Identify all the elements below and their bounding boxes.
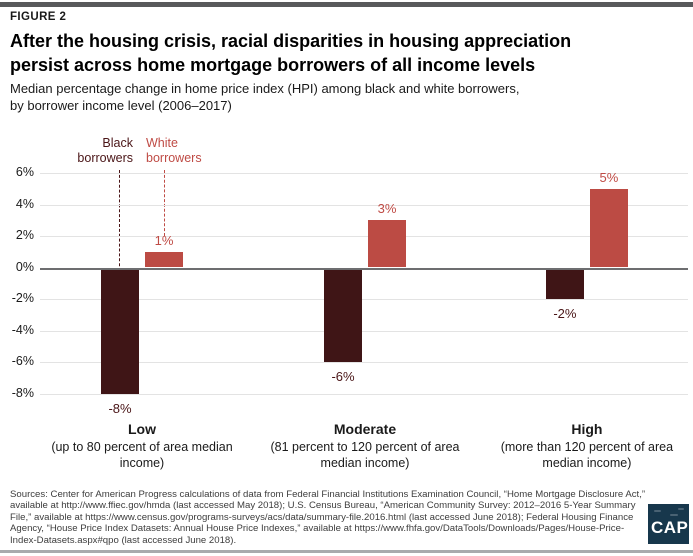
gridline (40, 299, 688, 301)
category-description: (81 percent to 120 percent of area media… (270, 440, 460, 470)
logo-fish-icon (654, 510, 661, 512)
value-label-black-borrowers-moderate: -6% (331, 369, 355, 385)
category-label-low: Low (up to 80 percent of area median inco… (36, 421, 248, 471)
zero-axis-line (40, 267, 688, 270)
chart-title: After the housing crisis, racial dispari… (10, 29, 571, 77)
gridline (40, 394, 688, 395)
legend-white-line-2: borrowers (146, 151, 202, 165)
bar-black-borrowers-moderate (324, 269, 362, 363)
bar-white-borrowers-low (145, 251, 183, 267)
value-label-white-borrowers-moderate: 3% (377, 201, 397, 217)
chart-title-line-1: After the housing crisis, racial dispari… (10, 31, 572, 51)
legend-white-borrowers: White borrowers (146, 136, 251, 166)
figure-label: FIGURE 2 (10, 11, 67, 23)
category-name: Moderate (333, 421, 397, 437)
y-tick-label: 2% (15, 228, 34, 243)
legend-black-line-2: borrowers (77, 151, 133, 165)
gridline (40, 173, 688, 174)
gridline (40, 204, 688, 206)
bottom-rule (0, 550, 693, 553)
y-tick-label: 0% (15, 259, 34, 274)
top-rule (0, 2, 693, 7)
y-tick-label: 4% (15, 196, 34, 211)
category-description: (more than 120 percent of area median in… (500, 440, 674, 470)
y-tick-label: -4% (11, 322, 34, 337)
y-tick-label: -2% (11, 291, 34, 306)
category-label-moderate: Moderate (81 percent to 120 percent of ar… (259, 421, 471, 471)
y-tick-label: -6% (11, 354, 34, 369)
cap-logo-text: CAP (651, 518, 689, 537)
legend-white-line-1: White (146, 136, 178, 150)
category-description: (up to 80 percent of area median income) (51, 440, 233, 470)
legend-black-borrowers: Black borrowers (28, 136, 133, 166)
gridline (40, 236, 688, 238)
y-tick-label: -8% (11, 386, 34, 400)
logo-fish-icon (670, 514, 678, 516)
gridline (40, 330, 688, 332)
category-name: Low (128, 421, 156, 437)
legend-black-line-1: Black (102, 136, 133, 150)
bar-white-borrowers-moderate (368, 220, 406, 267)
logo-fish-icon (678, 508, 684, 510)
bar-white-borrowers-high (589, 188, 628, 267)
gridline (40, 362, 688, 364)
value-label-white-borrowers-low: 1% (154, 232, 174, 248)
legend-black-pointer-line (119, 170, 120, 276)
value-label-black-borrowers-low: -8% (108, 401, 132, 416)
sources-text: Sources: Center for American Progress ca… (10, 489, 646, 546)
plot-area: 6% 4% 2% 0% -2% -4% -6% -8% -8% 1% Low (up to 80 pe… (12, 165, 688, 470)
category-name: High (571, 421, 603, 437)
chart-subtitle-line-2: by borrower income level (2006–2017) (10, 97, 232, 113)
y-tick-label: 6% (15, 165, 34, 179)
bar-black-borrowers-high (545, 269, 584, 300)
bar-black-borrowers-low (101, 269, 139, 394)
chart-title-line-2: persist across home mortgage borrowers o… (10, 55, 536, 75)
chart-subtitle: Median percentage change in home price i… (10, 81, 519, 114)
value-label-white-borrowers-high: 5% (599, 169, 619, 185)
category-label-high: High (more than 120 percent of area media… (481, 421, 693, 471)
legend-white-pointer-line (164, 170, 165, 236)
value-label-black-borrowers-high: -2% (553, 306, 577, 322)
cap-logo: CAP (648, 504, 689, 544)
chart-subtitle-line-1: Median percentage change in home price i… (10, 81, 520, 96)
